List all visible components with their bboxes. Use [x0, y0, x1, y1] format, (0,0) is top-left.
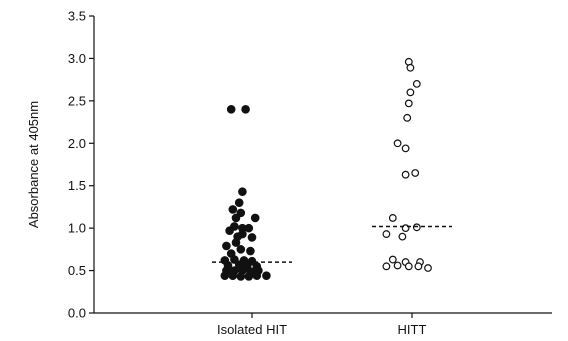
- data-point-filled: [246, 246, 255, 256]
- data-point-filled: [244, 272, 254, 281]
- data-point-open: [404, 99, 413, 108]
- data-point-open: [382, 262, 391, 271]
- data-point-open: [401, 144, 410, 153]
- data-point-open: [414, 262, 423, 271]
- data-point-filled: [220, 271, 230, 280]
- data-point-filled: [231, 213, 241, 223]
- y-tick-label: 0.0: [68, 306, 86, 321]
- y-tick-label: 3.5: [68, 9, 86, 24]
- data-point-open: [411, 169, 420, 177]
- data-point-filled: [231, 238, 241, 247]
- y-tick-label: 3.0: [68, 51, 86, 66]
- data-point-filled: [234, 198, 244, 207]
- data-point-open: [404, 262, 413, 271]
- x-tick-label: Isolated HIT: [217, 322, 287, 337]
- data-point-open: [412, 223, 421, 232]
- data-point-open: [424, 264, 432, 272]
- data-point-open: [406, 88, 415, 97]
- median-lines: [212, 225, 452, 263]
- data-point-filled: [228, 271, 238, 280]
- data-point-open: [403, 113, 412, 122]
- data-point-open: [382, 230, 391, 238]
- data-point-open: [412, 79, 421, 88]
- y-tick-label: 1.5: [68, 178, 86, 193]
- data-point-open: [393, 261, 402, 270]
- data-point-filled: [238, 187, 247, 196]
- data-point-filled: [226, 105, 236, 114]
- x-tick-label: HITT: [398, 322, 427, 337]
- data-point-open: [388, 255, 397, 264]
- data-point-filled: [222, 241, 231, 251]
- y-tick-label: 2.5: [68, 93, 86, 108]
- data-point-open: [388, 214, 397, 222]
- y-axis-label: Absorbance at 405nm: [26, 101, 41, 228]
- data-point-open: [406, 63, 415, 72]
- data-point-filled: [244, 223, 254, 233]
- x-ticks: Isolated HIT HITT: [217, 313, 427, 337]
- data-point-filled: [225, 226, 234, 235]
- data-point-filled: [228, 205, 238, 214]
- data-point-filled: [247, 233, 257, 242]
- y-tick-label: 0.5: [68, 263, 86, 278]
- data-point-filled: [262, 271, 271, 280]
- data-points: [220, 57, 432, 281]
- data-point-filled: [241, 105, 250, 114]
- data-point-open: [401, 170, 410, 179]
- data-point-filled: [236, 245, 246, 254]
- data-point-open: [393, 139, 402, 148]
- data-point-open: [398, 232, 407, 241]
- y-tick-label: 2.0: [68, 136, 86, 151]
- data-point-filled: [236, 272, 246, 281]
- data-point-filled: [250, 213, 260, 223]
- y-ticks: 0.0 0.5 1.0 1.5 2.0 2.5 3.0 3.5: [68, 9, 94, 321]
- data-point-filled: [252, 271, 262, 280]
- y-tick-label: 1.0: [68, 221, 86, 236]
